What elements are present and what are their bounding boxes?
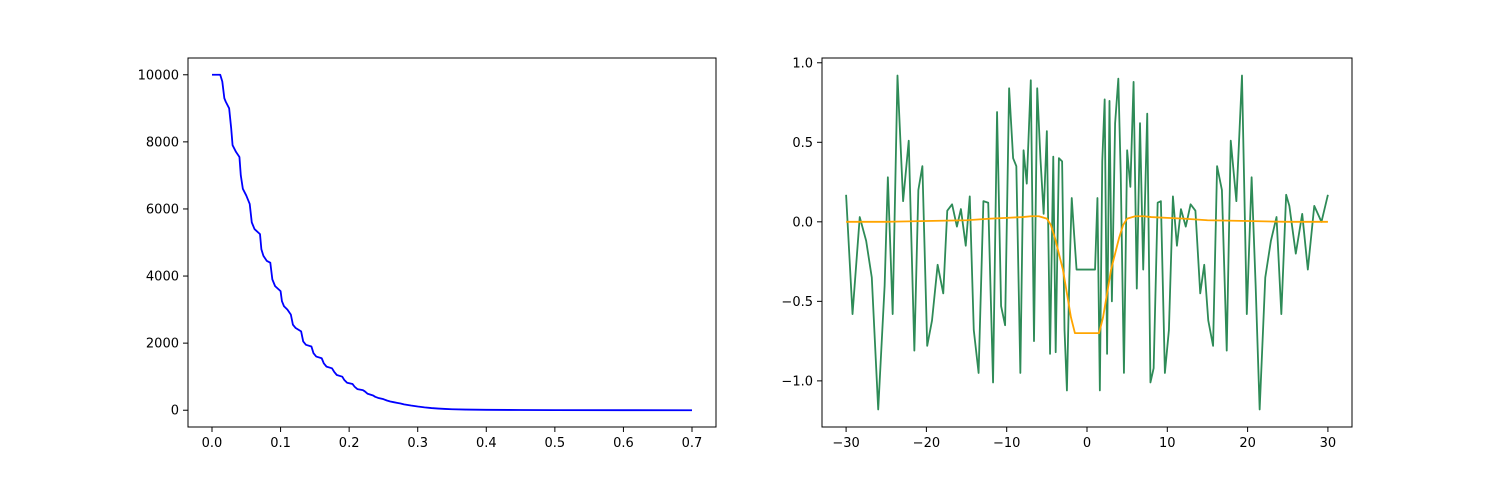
x-tick-label: 10: [1159, 436, 1176, 451]
y-tick-label: 0: [171, 404, 179, 419]
x-tick-label: 0.1: [270, 436, 291, 451]
y-tick-label: 1.0: [792, 56, 813, 71]
x-tick-label: 0.4: [476, 436, 497, 451]
y-tick-label: −1.0: [781, 374, 813, 389]
y-tick-label: 4000: [146, 270, 179, 285]
y-tick-label: −0.5: [781, 295, 813, 310]
series-line-0: [212, 73, 693, 412]
x-tick-label: 0.5: [545, 436, 566, 451]
x-tick-label: 0.3: [407, 436, 428, 451]
x-tick-label: 0.6: [613, 436, 634, 451]
series-line-1: [846, 215, 1328, 335]
y-tick-label: 0.5: [792, 136, 813, 151]
x-tick-label: 20: [1239, 436, 1256, 451]
y-tick-label: 0.0: [792, 215, 813, 230]
right-chart: −30 −20 −10 0 10 20 30 −1.0 −0.5 0.0 0.5 1.0: [781, 56, 1353, 451]
y-tick-label: 6000: [146, 202, 179, 217]
left-chart: 0.0 0.1 0.2 0.3 0.4 0.5 0.6 0.7 0 2000 4000 6000 800…: [138, 57, 717, 451]
x-tick-label: −30: [832, 436, 859, 451]
y-tick-label: 2000: [146, 337, 179, 352]
x-tick-label: 0.7: [682, 436, 703, 451]
x-tick-label: 0.0: [202, 436, 223, 451]
axes-frame: [187, 57, 717, 428]
x-tick-label: 0.2: [339, 436, 360, 451]
y-tick-label: 10000: [138, 68, 179, 83]
plot-area: [212, 73, 693, 412]
y-tick-label: 8000: [146, 135, 179, 150]
plot-area: [845, 74, 1329, 411]
x-tick-label: 0: [1083, 436, 1091, 451]
x-tick-label: −10: [993, 436, 1020, 451]
x-tick-label: 30: [1320, 436, 1337, 451]
series-line-0: [845, 74, 1329, 411]
x-tick-label: −20: [913, 436, 940, 451]
